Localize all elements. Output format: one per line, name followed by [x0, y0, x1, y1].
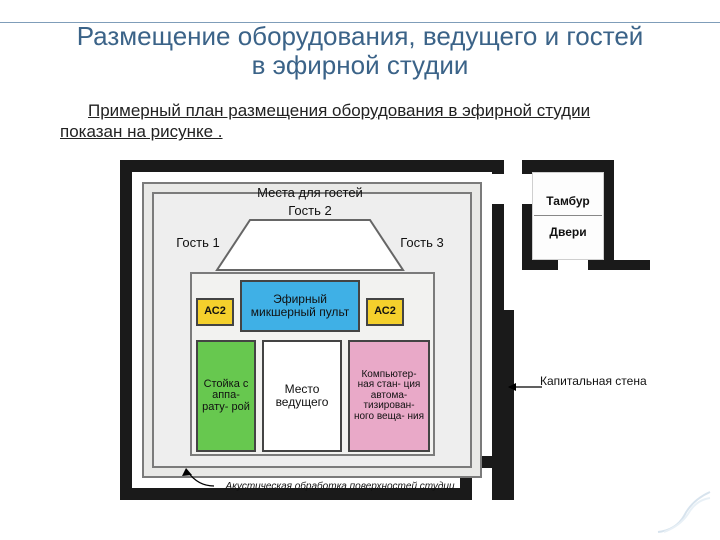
body-text: Примерный план размещения оборудования в…	[60, 100, 660, 143]
acoustic-label: Акустическая обработка поверхностей студ…	[210, 482, 470, 493]
pcstation: Компьютер- ная стан- ция автома- тизиров…	[348, 340, 430, 452]
wall-label: Капитальная стена	[540, 375, 650, 388]
mixer: Эфирный микшерный пульт	[240, 280, 360, 332]
guests-area-label: Места для гостей	[210, 186, 410, 200]
wall-left	[120, 160, 132, 500]
tambur-divider	[534, 215, 602, 216]
guest2-label: Гость 2	[270, 204, 350, 218]
door-gap	[502, 176, 524, 202]
slide: Размещение оборудования, ведущего и гост…	[0, 0, 720, 540]
guest2-outline	[215, 218, 405, 272]
body-underline: Примерный план размещения оборудования в…	[88, 101, 590, 120]
wall-right-upper	[492, 160, 504, 174]
wall-top	[120, 160, 504, 172]
vest-top	[522, 160, 614, 172]
title-line-2: в эфирной студии	[252, 50, 469, 80]
page-curl-icon	[654, 486, 714, 536]
vest-bottom-right	[588, 260, 614, 270]
corridor-top	[614, 260, 650, 270]
doors-label: Двери	[532, 226, 604, 239]
vest-left-upper	[522, 160, 532, 174]
tambur-label: Тамбур	[532, 195, 604, 208]
rack: Стойка с аппа- рату- рой	[196, 340, 256, 452]
ac2-left: АС2	[196, 298, 234, 326]
wall-arrow	[508, 382, 542, 392]
vest-right	[604, 160, 614, 270]
title-line-1: Размещение оборудования, ведущего и гост…	[77, 21, 644, 51]
body-underline-2: показан на рисунке .	[60, 122, 223, 141]
vest-bottom-left	[522, 260, 558, 270]
vestibule-interior	[532, 172, 604, 260]
acoustic-arrow	[180, 468, 216, 490]
host: Место ведущего	[262, 340, 342, 452]
ac2-right: АС2	[366, 298, 404, 326]
slide-title: Размещение оборудования, ведущего и гост…	[30, 22, 690, 79]
corridor-down	[504, 310, 514, 500]
studio-floorplan: Тамбур Двери Места для гостей Гость 2 Го…	[120, 160, 650, 515]
